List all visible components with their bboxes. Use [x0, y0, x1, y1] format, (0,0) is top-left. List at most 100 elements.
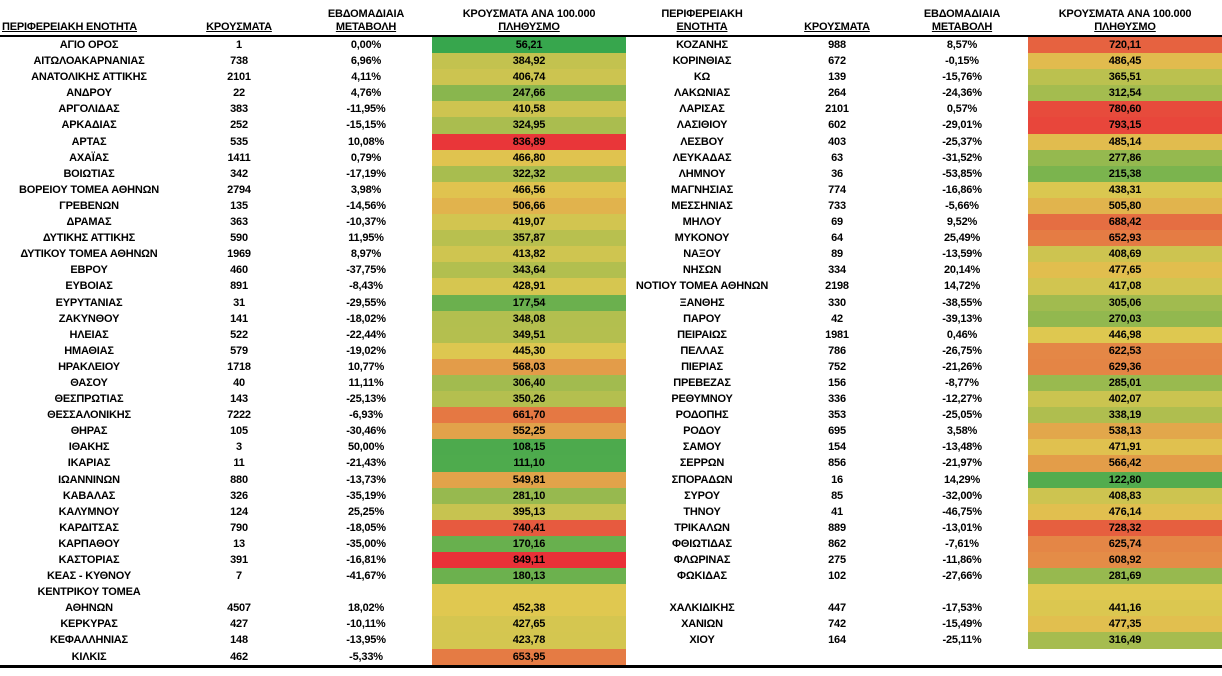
- table-row: ΛΕΣΒΟΥ 403 -25,37% 485,14: [626, 133, 1222, 150]
- table-row: ΑΝΔΡΟΥ 22 4,76% 247,66: [0, 85, 626, 102]
- weekly-change-value: -25,37%: [942, 135, 982, 148]
- cases-value: 880: [230, 473, 248, 486]
- cases-per-100k-heat-cell: 56,21: [432, 37, 626, 54]
- weekly-change-value: -31,52%: [942, 151, 982, 164]
- weekly-change-value: [300, 584, 432, 600]
- cases-per-100k-heat-cell: 306,40: [432, 374, 626, 392]
- cases-per-100k-heat-cell: 413,82: [432, 246, 626, 263]
- weekly-change-value: -21,97%: [942, 457, 982, 470]
- table-row: ΡΟΔΟΥ 695 3,58% 538,13: [626, 423, 1222, 440]
- column-header-cases: ΚΡΟΥΣΜΑΤΑ: [178, 0, 300, 35]
- cases-value: 363: [230, 216, 248, 229]
- region-name: ΦΘΙΩΤΙΔΑΣ: [672, 537, 732, 550]
- weekly-change-value: 20,14%: [943, 264, 981, 277]
- weekly-change-value: -7,61%: [945, 537, 979, 550]
- weekly-change-value: 9,52%: [946, 216, 978, 229]
- region-name: ΔΡΑΜΑΣ: [66, 216, 112, 229]
- cases-per-100k-heat-cell: 423,78: [432, 632, 626, 649]
- cases-per-100k-heat-cell: [1028, 649, 1222, 665]
- weekly-change-value: -38,55%: [942, 296, 982, 309]
- table-row: ΗΡΑΚΛΕΙΟΥ 1718 10,77% 568,03: [0, 358, 626, 375]
- region-name: ΑΘΗΝΩΝ: [65, 602, 113, 615]
- region-name: ΧΑΛΚΙΔΙΚΗΣ: [669, 602, 735, 615]
- table-body-left: ΑΓΙΟ ΟΡΟΣ 1 0,00% 56,21 ΑΙΤΩΛΟΑΚΑΡΝΑΝΙΑΣ…: [0, 37, 626, 665]
- weekly-change-value: 18,02%: [347, 602, 385, 615]
- weekly-change-value: -21,26%: [942, 360, 982, 373]
- region-name: ΣΠΟΡΑΔΩΝ: [671, 473, 733, 486]
- cases-value: 590: [230, 232, 248, 245]
- region-name: ΒΟΡΕΙΟΥ ΤΟΜΕΑ ΑΘΗΝΩΝ: [19, 183, 159, 196]
- weekly-change-value: -46,75%: [942, 505, 982, 518]
- cases-per-100k-heat-cell: 177,54: [432, 294, 626, 311]
- cases-per-100k-heat-cell: 466,56: [432, 181, 626, 198]
- column-header-cases-per-100k: ΚΡΟΥΣΜΑΤΑ ΑΝΑ 100.000 ΠΛΗΘΥΣΜΟ: [432, 0, 626, 35]
- cases-per-100k-heat-cell: 446,98: [1028, 326, 1222, 343]
- cases-per-100k-heat-cell: 406,74: [432, 69, 626, 86]
- weekly-change-value: -18,05%: [346, 521, 386, 534]
- cases-per-100k-heat-cell: 427,65: [432, 616, 626, 633]
- region-name: ΑΡΤΑΣ: [71, 135, 107, 148]
- table-row: ΚΟΡΙΝΘΙΑΣ 672 -0,15% 486,45: [626, 53, 1222, 70]
- region-name: ΛΑΣΙΘΙΟΥ: [676, 119, 728, 132]
- cases-value: 602: [828, 119, 846, 132]
- region-name: ΙΘΑΚΗΣ: [68, 441, 110, 454]
- cases-value: 786: [828, 344, 846, 357]
- table-row: ΚΑΒΑΛΑΣ 326 -35,19% 281,10: [0, 487, 626, 504]
- table-row: ΦΛΩΡΙΝΑΣ 275 -11,86% 608,92: [626, 552, 1222, 569]
- weekly-change-value: -15,76%: [942, 71, 982, 84]
- table-row: ΙΚΑΡΙΑΣ 11 -21,43% 111,10: [0, 455, 626, 472]
- table-row: ΘΗΡΑΣ 105 -30,46% 552,25: [0, 423, 626, 440]
- cases-value: 1981: [825, 328, 849, 341]
- table-row: ΑΓΙΟ ΟΡΟΣ 1 0,00% 56,21: [0, 37, 626, 54]
- weekly-change-value: 11,11%: [348, 376, 384, 389]
- header-line: ΠΕΡΙΦΕΡΕΙΑΚΗ: [661, 8, 743, 20]
- cases-per-100k-heat-cell: 476,14: [1028, 503, 1222, 520]
- cases-per-100k-heat-cell: 477,65: [1028, 262, 1222, 279]
- weekly-change-value: -16,81%: [346, 554, 386, 566]
- cases-per-100k-heat-cell: 322,32: [432, 165, 626, 182]
- cases-value: 2794: [227, 183, 251, 196]
- table-row: [626, 584, 1222, 601]
- cases-value: 252: [230, 119, 248, 132]
- region-name: ΙΚΑΡΙΑΣ: [67, 457, 111, 470]
- cases-per-100k-heat-cell: 549,81: [432, 471, 626, 488]
- cases-per-100k-heat-cell: 485,14: [1028, 133, 1222, 150]
- table-row: ΧΙΟΥ 164 -25,11% 316,49: [626, 632, 1222, 649]
- cases-value: 334: [828, 264, 846, 277]
- region-name: ΑΡΚΑΔΙΑΣ: [61, 119, 117, 132]
- weekly-change-value: 0,57%: [946, 103, 978, 116]
- cases-per-100k-heat-cell: 402,07: [1028, 391, 1222, 408]
- cases-value: 462: [230, 650, 248, 663]
- table-row: ΠΑΡΟΥ 42 -39,13% 270,03: [626, 310, 1222, 327]
- table-row: ΚΩ 139 -15,76% 365,51: [626, 69, 1222, 86]
- table-row: ΚΑΛΥΜΝΟΥ 124 25,25% 395,13: [0, 503, 626, 520]
- weekly-change-value: 3,58%: [946, 425, 978, 438]
- cases-per-100k-heat-cell: 441,16: [1028, 600, 1222, 617]
- cases-value: 403: [828, 135, 846, 148]
- weekly-change-value: 0,00%: [350, 39, 382, 51]
- weekly-change-value: -25,05%: [942, 409, 982, 422]
- cases-value: 2198: [825, 280, 849, 293]
- table-row: ΤΗΝΟΥ 41 -46,75% 476,14: [626, 503, 1222, 520]
- cases-per-100k-heat-cell: 629,36: [1028, 358, 1222, 375]
- cases-per-100k-heat-cell: 652,93: [1028, 230, 1222, 247]
- cases-per-100k-heat-cell: 338,19: [1028, 407, 1222, 424]
- bottom-border-bar: [0, 664, 1222, 668]
- table-row: ΑΝΑΤΟΛΙΚΗΣ ΑΤΤΙΚΗΣ 2101 4,11% 406,74: [0, 69, 626, 86]
- region-name: ΝΟΤΙΟΥ ΤΟΜΕΑ ΑΘΗΝΩΝ: [635, 280, 769, 293]
- table-row: ΝΑΞΟΥ 89 -13,59% 408,69: [626, 246, 1222, 263]
- table-row: ΜΕΣΣΗΝΙΑΣ 733 -5,66% 505,80: [626, 197, 1222, 215]
- weekly-change-value: -21,43%: [346, 457, 386, 470]
- table-body-right: ΚΟΖΑΝΗΣ 988 8,57% 720,11 ΚΟΡΙΝΘΙΑΣ 672 -…: [626, 37, 1222, 665]
- table-row: ΓΡΕΒΕΝΩΝ 135 -14,56% 506,66: [0, 197, 626, 215]
- table-row: ΡΟΔΟΠΗΣ 353 -25,05% 338,19: [626, 407, 1222, 424]
- region-name: ΑΓΙΟ ΟΡΟΣ: [59, 39, 119, 51]
- cases-per-100k-heat-cell: 410,58: [432, 101, 626, 118]
- cases-value: 64: [831, 232, 843, 245]
- weekly-change-value: 25,49%: [943, 232, 981, 245]
- header-line: ΕΝΟΤΗΤΑ: [676, 20, 728, 33]
- header-line: ΠΕΡΙΦΕΡΕΙΑΚΗ ΕΝΟΤΗΤΑ: [2, 20, 138, 33]
- cases-value: 4507: [227, 602, 251, 615]
- weekly-change-value: -0,15%: [945, 55, 979, 68]
